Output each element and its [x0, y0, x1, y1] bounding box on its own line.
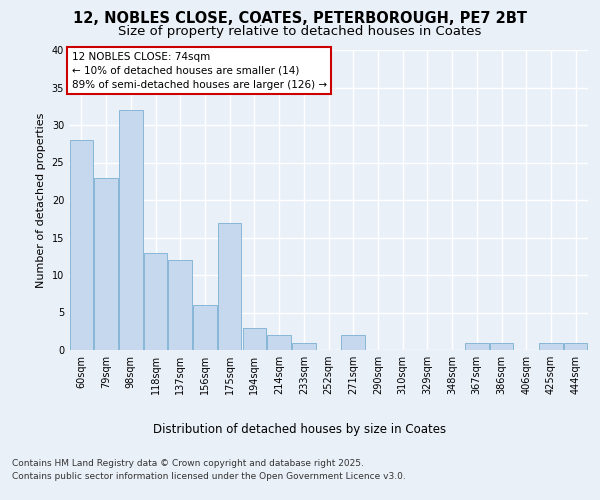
- Bar: [144, 252, 167, 350]
- Bar: [70, 140, 93, 350]
- Bar: [341, 335, 365, 350]
- Bar: [193, 305, 217, 350]
- Text: 12 NOBLES CLOSE: 74sqm
← 10% of detached houses are smaller (14)
89% of semi-det: 12 NOBLES CLOSE: 74sqm ← 10% of detached…: [71, 52, 327, 90]
- Bar: [169, 260, 192, 350]
- Bar: [564, 342, 587, 350]
- Bar: [94, 178, 118, 350]
- Bar: [465, 342, 488, 350]
- Text: Contains public sector information licensed under the Open Government Licence v3: Contains public sector information licen…: [12, 472, 406, 481]
- Text: Contains HM Land Registry data © Crown copyright and database right 2025.: Contains HM Land Registry data © Crown c…: [12, 458, 364, 468]
- Y-axis label: Number of detached properties: Number of detached properties: [36, 112, 46, 288]
- Bar: [119, 110, 143, 350]
- Bar: [490, 342, 513, 350]
- Bar: [268, 335, 291, 350]
- Bar: [242, 328, 266, 350]
- Bar: [218, 222, 241, 350]
- Text: 12, NOBLES CLOSE, COATES, PETERBOROUGH, PE7 2BT: 12, NOBLES CLOSE, COATES, PETERBOROUGH, …: [73, 11, 527, 26]
- Bar: [539, 342, 563, 350]
- Text: Distribution of detached houses by size in Coates: Distribution of detached houses by size …: [154, 422, 446, 436]
- Bar: [292, 342, 316, 350]
- Text: Size of property relative to detached houses in Coates: Size of property relative to detached ho…: [118, 25, 482, 38]
